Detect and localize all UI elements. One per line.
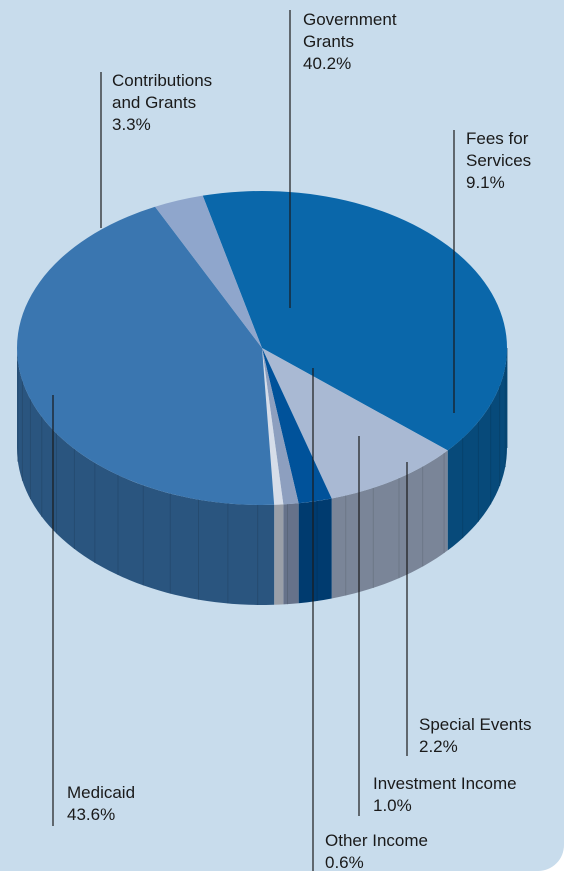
label-special-events-line1: Special Events	[419, 715, 532, 734]
pie-slice-special-events	[262, 348, 332, 504]
label-medicaid: Medicaid 43.6%	[67, 782, 135, 826]
label-other-income: Other Income 0.6%	[325, 830, 428, 871]
label-other-income-line1: Other Income	[325, 831, 428, 850]
label-contributions-line2: and Grants	[112, 93, 197, 112]
label-investment-income-line1: Investment Income	[373, 774, 517, 793]
label-government-grants: Government Grants 40.2%	[303, 9, 397, 75]
pie-side-fees-for-services	[331, 450, 448, 599]
pie-side-walls	[17, 348, 508, 605]
label-medicaid-value: 43.6%	[67, 805, 116, 824]
pie-top-faces	[17, 190, 508, 506]
pie-slice-medicaid	[17, 206, 275, 506]
pie-slice-other-income	[262, 348, 284, 505]
pie-side-medicaid	[17, 348, 275, 605]
label-fees-value: 9.1%	[466, 173, 505, 192]
pie-slice-contributions-and-grants	[155, 195, 262, 348]
pie-slice-fees-for-services	[262, 348, 448, 499]
label-government-grants-line2: Grants	[303, 32, 355, 51]
leader-lines	[52, 10, 455, 871]
label-investment-income-value: 1.0%	[373, 796, 412, 815]
label-investment-income: Investment Income 1.0%	[373, 773, 517, 817]
label-fees-line2: Services	[466, 151, 532, 170]
pie-side-special-events	[298, 498, 332, 604]
label-other-income-value: 0.6%	[325, 853, 364, 871]
label-contributions-line1: Contributions	[112, 71, 213, 90]
pie-slice-investment-income	[262, 348, 299, 505]
label-special-events: Special Events 2.2%	[419, 714, 531, 758]
label-special-events-value: 2.2%	[419, 737, 458, 756]
pie-slice-government-grants	[202, 190, 508, 451]
pie-side-other-income	[274, 504, 284, 605]
label-fees-line1: Fees for	[466, 129, 529, 148]
label-government-grants-line1: Government	[303, 10, 397, 29]
pie-side-investment-income	[283, 503, 299, 605]
label-contributions-value: 3.3%	[112, 115, 151, 134]
label-medicaid-line1: Medicaid	[67, 783, 136, 802]
label-fees-for-services: Fees for Services 9.1%	[466, 128, 531, 194]
label-contributions-and-grants: Contributions and Grants 3.3%	[112, 70, 212, 136]
label-government-grants-value: 40.2%	[303, 54, 352, 73]
